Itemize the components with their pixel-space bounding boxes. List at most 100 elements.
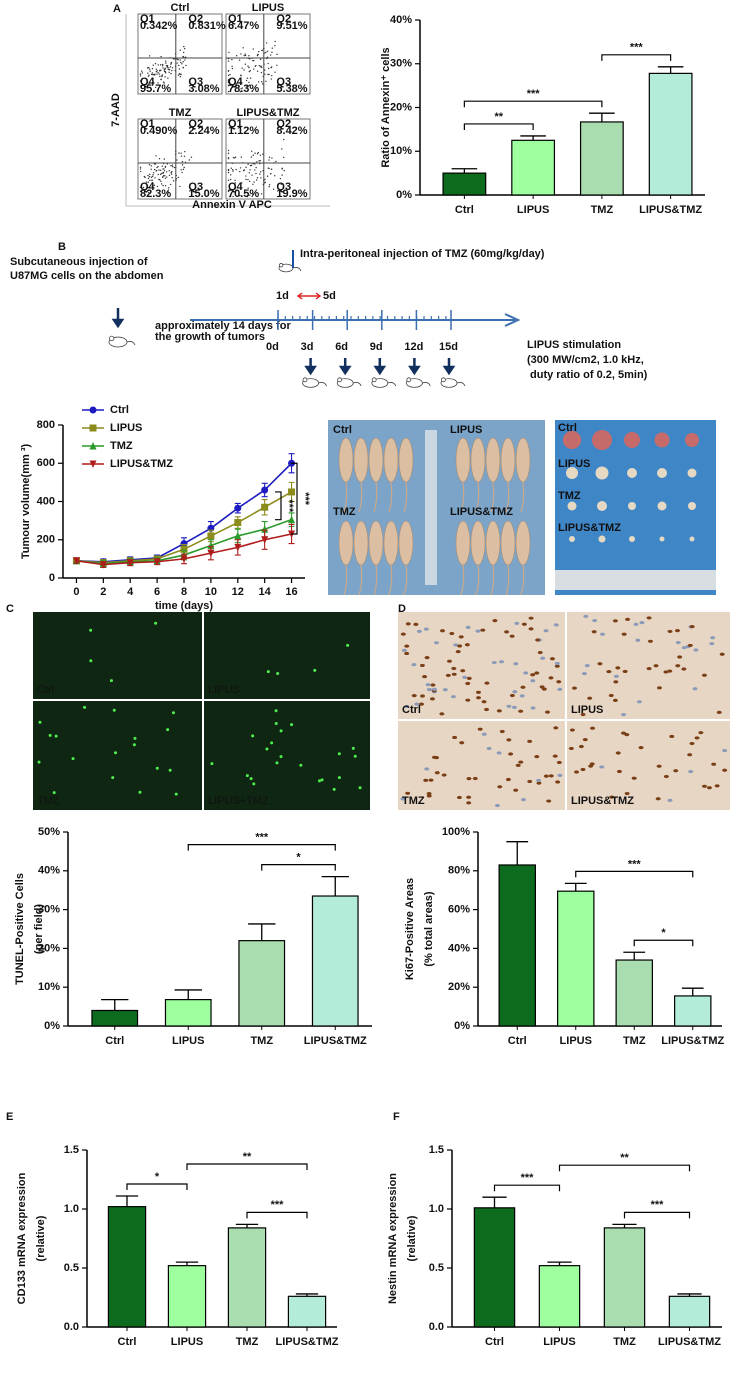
ki67-nucleus	[520, 685, 526, 689]
arrow-icon	[442, 358, 456, 376]
quadrant-value: 6.47%	[228, 20, 259, 32]
flow-dot	[169, 66, 172, 68]
flow-dot	[227, 79, 230, 81]
ki67-nucleus	[698, 731, 704, 735]
ki67-nucleus	[528, 627, 534, 631]
tunel-dot	[276, 672, 280, 676]
mouse-tail	[343, 564, 348, 596]
significance-bracket	[246, 1211, 308, 1219]
flow-dot	[147, 177, 150, 180]
error-bar	[175, 1261, 199, 1266]
significance-bracket	[186, 1163, 308, 1171]
quadrant-name: Q2	[188, 118, 203, 130]
tumor	[688, 502, 696, 510]
flow-dot	[246, 77, 249, 79]
mouse-tail	[520, 481, 525, 513]
ki67-nucleus	[584, 664, 590, 668]
flow-dot	[157, 173, 159, 176]
panel-label: B	[58, 241, 66, 253]
flow-dot	[139, 190, 142, 193]
tumor	[685, 433, 699, 447]
mouse-body	[398, 437, 414, 483]
ki67-nucleus	[609, 795, 615, 799]
flow-dot	[234, 83, 236, 85]
ki67-nucleus	[424, 656, 430, 660]
flow-dot	[152, 64, 154, 66]
ki67-nucleus	[711, 762, 717, 766]
ki67-nucleus	[401, 648, 407, 652]
tunel-dot	[133, 736, 137, 740]
mouse-body	[338, 437, 354, 483]
ki67-nucleus	[405, 622, 411, 626]
flow-dot	[248, 70, 251, 73]
day-label: 6d	[335, 341, 348, 353]
flow-dot	[163, 168, 165, 170]
ki67-nucleus	[400, 797, 406, 801]
marker	[180, 555, 188, 563]
ki67-nucleus	[667, 629, 673, 634]
flow-dot	[238, 86, 240, 88]
tumor	[687, 468, 697, 478]
mouse-icon	[109, 335, 115, 342]
flow-dot	[231, 58, 233, 61]
ki67-nucleus	[466, 676, 472, 681]
ki67-nucleus	[431, 687, 437, 691]
flow-dot	[160, 169, 162, 172]
significance-label: *	[296, 852, 301, 864]
x-tick-label: LIPUS	[171, 1336, 203, 1348]
marker	[89, 442, 97, 450]
flow-dot	[166, 64, 169, 67]
ki67-nucleus	[574, 770, 580, 774]
flow-dot	[148, 55, 151, 57]
error-bar	[115, 1195, 139, 1207]
tumor	[597, 501, 607, 511]
flow-dot	[251, 150, 253, 153]
mouse-tail	[475, 481, 480, 513]
flow-dot	[180, 155, 183, 157]
tunel-dot	[245, 774, 249, 778]
flow-dot	[149, 179, 151, 182]
tunel-dot	[168, 768, 172, 772]
error-bar	[482, 1196, 507, 1208]
ki67-nucleus	[519, 694, 525, 698]
ki67-nucleus	[497, 785, 503, 789]
tunel-dot	[279, 729, 283, 733]
ki67-nucleus	[513, 662, 519, 666]
y-tick-label: 1.0	[429, 1203, 444, 1215]
y-tick-label: 40%	[38, 865, 60, 877]
flow-dot	[157, 72, 159, 74]
flow-dot	[184, 59, 186, 61]
flow-dot	[241, 87, 243, 89]
flow-dot	[164, 175, 166, 177]
tunel-image	[204, 612, 370, 699]
flow-dot	[181, 160, 184, 163]
quadrant-value: 8.42%	[276, 125, 307, 137]
y-tick-label: 0	[49, 572, 55, 584]
mouse-icon	[406, 377, 412, 383]
flow-dot	[168, 67, 170, 69]
flow-dot	[248, 66, 250, 69]
ki67-nucleus	[557, 773, 563, 777]
flow-dot	[258, 65, 261, 67]
ki67-nucleus	[418, 702, 424, 706]
ki67-nucleus	[499, 660, 505, 664]
flow-dot	[232, 168, 234, 171]
flow-dot	[147, 174, 149, 177]
flow-dot	[229, 195, 231, 198]
ki67-nucleus	[434, 771, 440, 775]
mouse-body	[455, 437, 471, 483]
flow-dot	[281, 174, 283, 176]
flow-dot	[279, 177, 282, 180]
error-bar	[564, 882, 587, 892]
ki67-nucleus	[528, 616, 534, 620]
tunel-dot	[138, 790, 142, 794]
flow-dot	[270, 172, 272, 175]
tunel-dot	[274, 709, 278, 713]
error-bar	[681, 987, 704, 996]
ki67-nucleus	[481, 700, 487, 704]
ki67-nucleus	[674, 629, 680, 633]
flow-dot	[267, 167, 270, 169]
quadrant-name: Q4	[228, 181, 244, 193]
flow-dot	[160, 75, 163, 77]
ki67-nucleus	[484, 681, 490, 685]
